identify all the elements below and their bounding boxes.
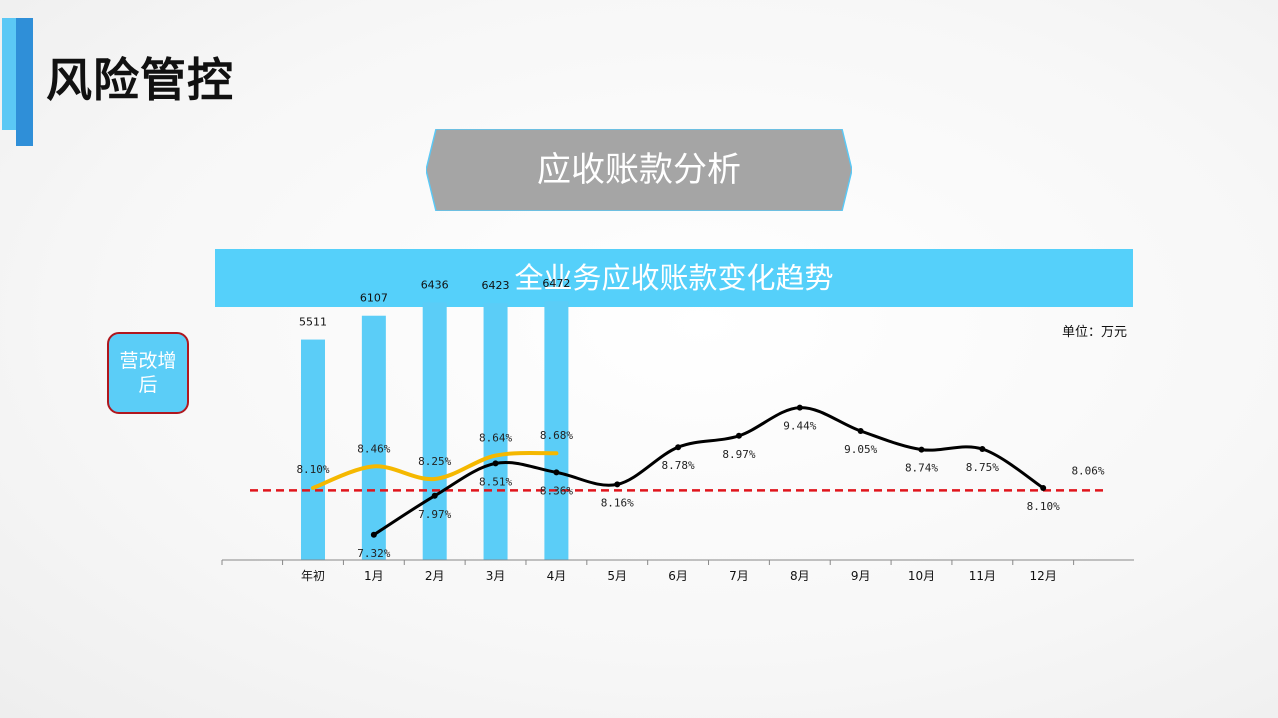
black-point-1: [370, 531, 377, 538]
vat-reform-badge: 营改增后: [107, 332, 189, 414]
x-tick-label-0: 年初: [301, 569, 325, 583]
section-banner-shape: [426, 129, 852, 211]
bar-2: [422, 302, 447, 560]
yellow-label-4: 8.68%: [540, 429, 573, 442]
x-tick-label-10: 10月: [908, 569, 935, 583]
black-point-7: [735, 432, 742, 439]
bar-label-2: 6436: [421, 279, 449, 292]
bar-4: [544, 301, 569, 560]
black-label-5: 8.16%: [601, 496, 634, 509]
x-tick-label-5: 5月: [607, 569, 627, 583]
x-tick-label-6: 6月: [668, 569, 688, 583]
black-label-7: 8.97%: [722, 448, 755, 461]
bar-label-0: 5511: [299, 316, 327, 329]
reference-line-label: 8.06%: [1071, 464, 1104, 477]
black-label-6: 8.78%: [662, 459, 695, 472]
black-point-5: [614, 481, 621, 488]
black-label-9: 9.05%: [844, 443, 877, 456]
black-label-1: 7.32%: [357, 547, 390, 560]
x-tick-label-9: 9月: [851, 569, 871, 583]
unit-label: 单位：万元: [1062, 325, 1128, 340]
black-point-12: [1040, 485, 1047, 491]
black-point-11: [979, 446, 986, 452]
bar-3: [483, 303, 508, 560]
black-label-3: 8.51%: [479, 475, 512, 488]
x-tick-label-12: 12月: [1030, 569, 1057, 583]
x-tick-label-1: 1月: [364, 569, 384, 583]
black-label-2: 7.97%: [418, 508, 451, 521]
series-line-yellow: [311, 450, 559, 490]
black-point-8: [796, 404, 803, 411]
black-label-11: 8.75%: [966, 461, 999, 474]
bar-1: [361, 315, 386, 560]
black-label-12: 8.10%: [1027, 500, 1060, 513]
accent-bar-dark: [16, 18, 33, 146]
black-label-4: 8.36%: [540, 484, 573, 497]
bar-label-3: 6423: [482, 279, 510, 292]
black-point-3: [492, 460, 499, 467]
yellow-label-1: 8.46%: [357, 442, 390, 455]
yellow-label-0: 8.10%: [296, 463, 329, 476]
accent-bar-light: [2, 18, 16, 130]
x-tick-label-7: 7月: [729, 569, 749, 583]
page-title: 风险管控: [46, 53, 234, 107]
black-point-10: [918, 446, 925, 453]
black-label-8: 9.44%: [783, 420, 816, 433]
bar-label-1: 6107: [360, 292, 388, 305]
yellow-label-2: 8.25%: [418, 455, 451, 468]
x-tick-label-8: 8月: [790, 569, 810, 583]
black-point-4: [553, 469, 560, 476]
bar-0: [301, 339, 325, 560]
x-tick-label-11: 11月: [969, 569, 996, 583]
x-tick-label-3: 3月: [486, 569, 506, 583]
section-banner: 应收账款分析: [426, 129, 852, 211]
bar-label-4: 6472: [542, 277, 570, 290]
black-point-2: [431, 492, 438, 499]
x-tick-label-2: 2月: [425, 569, 445, 583]
chart-title: 全业务应收账款变化趋势: [215, 249, 1133, 307]
yellow-label-3: 8.64%: [479, 432, 512, 445]
black-point-6: [675, 444, 682, 451]
section-title: 应收账款分析: [537, 150, 741, 190]
series-line-black: [373, 406, 1045, 537]
black-point-9: [857, 428, 864, 434]
x-tick-label-4: 4月: [547, 569, 567, 583]
black-label-10: 8.74%: [905, 462, 938, 475]
